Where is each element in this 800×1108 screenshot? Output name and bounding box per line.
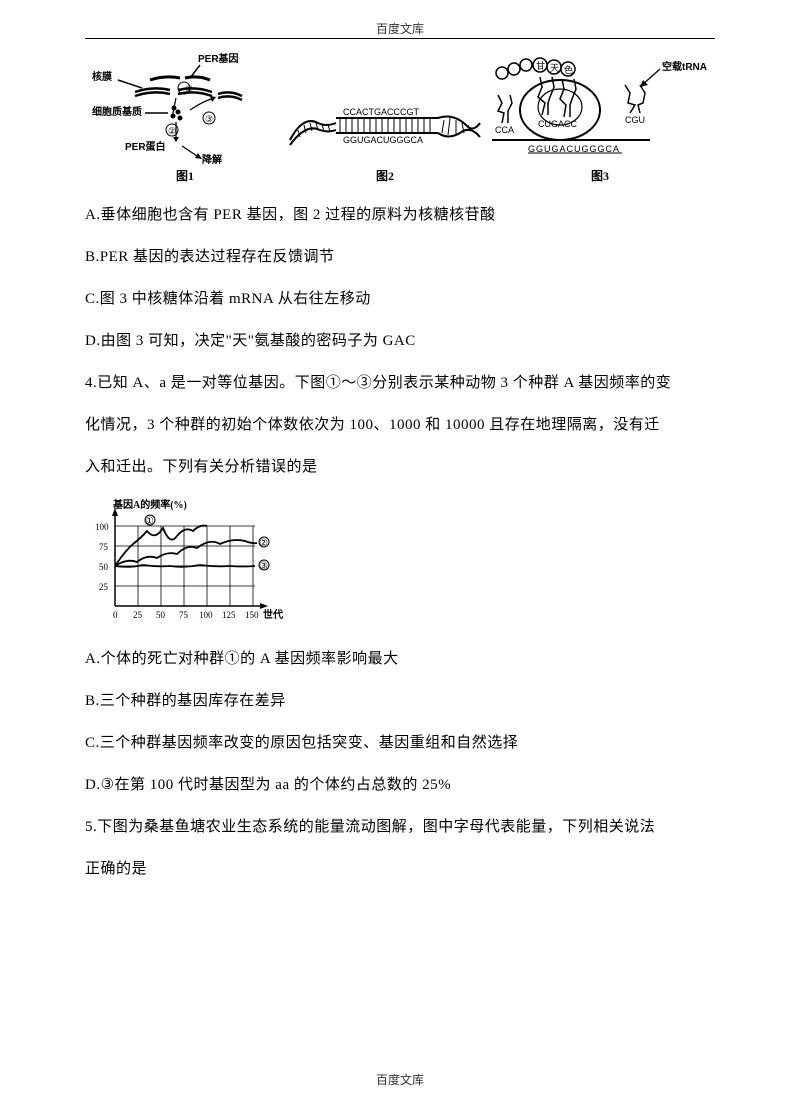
q4-stem-2: 化情况，3 个种群的初始个体数依次为 100、1000 和 10000 且存在地… [85, 404, 715, 446]
figure-3: 甘 天 色 空载tRNA CGU CUGACC CC [490, 55, 710, 184]
ytick-100: 100 [95, 522, 109, 532]
q4-option-b: B.三个种群的基因库存在差异 [85, 680, 715, 722]
q3-option-b: B.PER 基因的表达过程存在反馈调节 [85, 236, 715, 278]
codon-1: CUGACC [538, 119, 578, 129]
xtick-125: 125 [222, 610, 236, 620]
aa-3: 色 [564, 64, 573, 75]
figure-3-label: 图3 [591, 167, 609, 184]
q5-stem-2: 正确的是 [85, 848, 715, 890]
frequency-graph: 基因A的频率(%) 100 75 50 25 0 25 50 75 100 12… [85, 496, 715, 626]
marker-3: ③ [205, 114, 213, 124]
q3-option-c: C.图 3 中核糖体沿着 mRNA 从右往左移动 [85, 278, 715, 320]
figures-row: PER基因 核膜 ① 细胞质基质 ② [85, 50, 715, 184]
graph-ylabel: 基因A的频率(%) [112, 498, 187, 511]
aa-1: 甘 [536, 60, 545, 71]
q4-option-a: A.个体的死亡对种群①的 A 基因频率影响最大 [85, 638, 715, 680]
marker-2: ② [168, 126, 176, 136]
q3-option-d: D.由图 3 可知，决定"天"氨基酸的密码子为 GAC [85, 320, 715, 362]
document-content: PER基因 核膜 ① 细胞质基质 ② [85, 0, 715, 890]
xtick-50: 50 [156, 610, 166, 620]
xtick-150: 150 [245, 610, 259, 620]
xtick-75: 75 [179, 610, 189, 620]
q4-stem-3: 入和迁出。下列有关分析错误的是 [85, 446, 715, 488]
q5-stem-1: 5.下图为桑基鱼塘农业生态系统的能量流动图解，图中字母代表能量，下列相关说法 [85, 806, 715, 848]
base-pairs [340, 118, 430, 133]
ytick-25: 25 [99, 582, 109, 592]
q4-option-c: C.三个种群基因频率改变的原因包括突变、基因重组和自然选择 [85, 722, 715, 764]
cytoplasm-label: 细胞质基质 [92, 105, 142, 118]
xtick-25: 25 [133, 610, 143, 620]
curve-2 [115, 540, 257, 566]
per-protein-label: PER蛋白 [125, 140, 166, 153]
aa-2: 天 [550, 63, 559, 73]
page-header: 百度文库 [0, 20, 800, 37]
page-footer: 百度文库 [0, 1071, 800, 1088]
ytick-50: 50 [99, 562, 109, 572]
figure-2-label: 图2 [376, 167, 394, 184]
figure-2: CCACTGACCCGT GGUGACUGGGCA [288, 85, 483, 184]
anticodon-right: CGU [625, 115, 645, 125]
q4-option-d: D.③在第 100 代时基因型为 aa 的个体约占总数的 25% [85, 764, 715, 806]
q3-option-a: A.垂体细胞也含有 PER 基因，图 2 过程的原料为核糖核苷酸 [85, 194, 715, 236]
xtick-100: 100 [199, 610, 213, 620]
degrade-label: 降解 [202, 153, 222, 165]
nuclear-membrane-label: 核膜 [92, 70, 112, 83]
xtick-0: 0 [113, 610, 118, 620]
figure-1-label: 图1 [176, 167, 194, 184]
rna-bottom-seq: GGUGACUGGGCA [343, 135, 423, 145]
figure-1: PER基因 核膜 ① 细胞质基质 ② [90, 50, 280, 184]
ytick-75: 75 [99, 542, 109, 552]
anticodon-left: CCA [495, 125, 514, 135]
header-rule [85, 38, 715, 39]
per-gene-label: PER基因 [198, 52, 239, 65]
graph-xlabel: 世代 [263, 608, 283, 621]
dna-top-seq: CCACTGACCCGT [343, 107, 420, 117]
curve-3 [115, 565, 255, 567]
q4-stem-1: 4.已知 A、a 是一对等位基因。下图①～③分别表示某种动物 3 个种群 A 基… [85, 362, 715, 404]
empty-trna-label: 空载tRNA [662, 60, 707, 73]
